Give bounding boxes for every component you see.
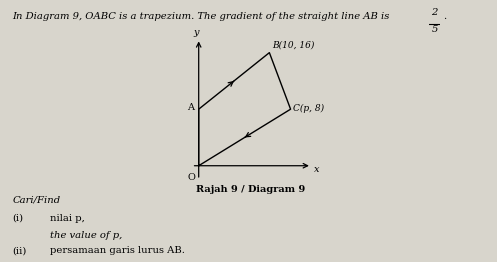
Text: the value of p,: the value of p, <box>50 231 122 239</box>
Text: (ii): (ii) <box>12 246 27 255</box>
Text: (i): (i) <box>12 214 23 222</box>
Text: O: O <box>187 173 195 182</box>
Text: Cari/Find: Cari/Find <box>12 195 61 204</box>
Text: .: . <box>443 12 446 21</box>
Text: nilai p,: nilai p, <box>50 214 84 222</box>
Text: y: y <box>194 28 199 37</box>
Text: C(p, 8): C(p, 8) <box>293 104 324 113</box>
Text: In Diagram 9, OABC is a trapezium. The gradient of the straight line AB is: In Diagram 9, OABC is a trapezium. The g… <box>12 12 393 21</box>
Text: persamaan garis lurus AB.: persamaan garis lurus AB. <box>50 246 184 255</box>
Text: 2: 2 <box>431 8 438 17</box>
Text: B(10, 16): B(10, 16) <box>272 40 315 49</box>
Text: 5: 5 <box>431 25 438 34</box>
Text: A: A <box>187 103 194 112</box>
Text: Rajah 9 / Diagram 9: Rajah 9 / Diagram 9 <box>196 185 306 194</box>
Text: x: x <box>314 165 320 174</box>
